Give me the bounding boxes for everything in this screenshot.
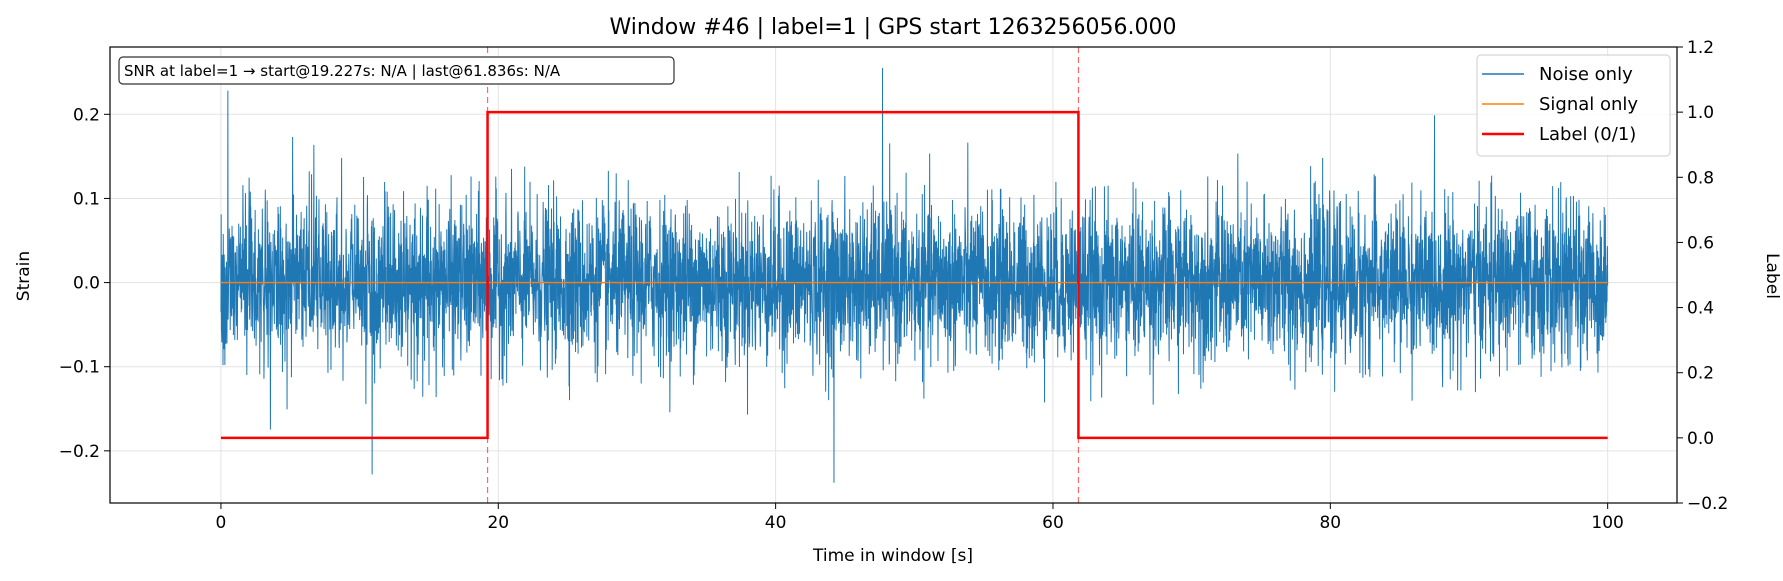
y-axis-ticks: −0.2 −0.1 0.0 0.1 0.2 [59,105,110,462]
y2-tick-label: 0.0 [1687,429,1714,449]
noise-series [220,68,1609,483]
label-boundary-lines [486,47,1080,503]
plot-frame [109,46,1678,504]
y-tick-label: 0.0 [73,274,100,294]
legend-label-label: Label (0/1) [1539,124,1636,145]
y2-tick-label: 1.2 [1687,38,1714,58]
y2-axis-ticks: −0.2 0.0 0.2 0.4 0.6 0.8 1.0 1.2 [1677,38,1728,514]
legend-label-noise: Noise only [1539,64,1633,85]
y-axis-title: Strain [14,251,34,301]
legend-frame [1476,54,1671,157]
y2-tick-label: −0.2 [1687,494,1728,514]
annotation-text: SNR at label=1 → start@19.227s: N/A | la… [124,62,561,80]
y2-tick-label: 1.0 [1687,103,1714,123]
annotation-frame [118,56,675,85]
chart-title: Window #46 | label=1 | GPS start 1263256… [609,15,1176,40]
y-tick-label: −0.1 [59,358,100,378]
x-tick-label: 0 [216,513,227,533]
x-tick-label: 100 [1591,513,1623,533]
y-tick-label: 0.2 [73,105,100,125]
legend: Noise only Signal only Label (0/1) [1476,54,1671,157]
x-axis-ticks: 0 20 40 60 80 100 [216,503,1624,533]
x-tick-label: 60 [1042,513,1064,533]
x-axis-title: Time in window [s] [812,546,973,566]
noise-line [220,68,1609,483]
y2-tick-label: 0.4 [1687,299,1714,319]
legend-label-signal: Signal only [1539,94,1638,115]
y2-axis-title: Label [1762,253,1782,299]
y2-tick-label: 0.8 [1687,168,1714,188]
y2-tick-label: 0.2 [1687,364,1714,384]
annotation-box: SNR at label=1 → start@19.227s: N/A | la… [118,56,675,85]
x-tick-label: 80 [1319,513,1341,533]
x-tick-label: 20 [487,513,509,533]
y2-tick-label: 0.6 [1687,233,1714,253]
label-series [220,110,1608,440]
label-step-line [220,110,1608,440]
y-tick-label: −0.2 [59,442,100,462]
x-tick-label: 40 [765,513,787,533]
y-tick-label: 0.1 [73,189,100,209]
